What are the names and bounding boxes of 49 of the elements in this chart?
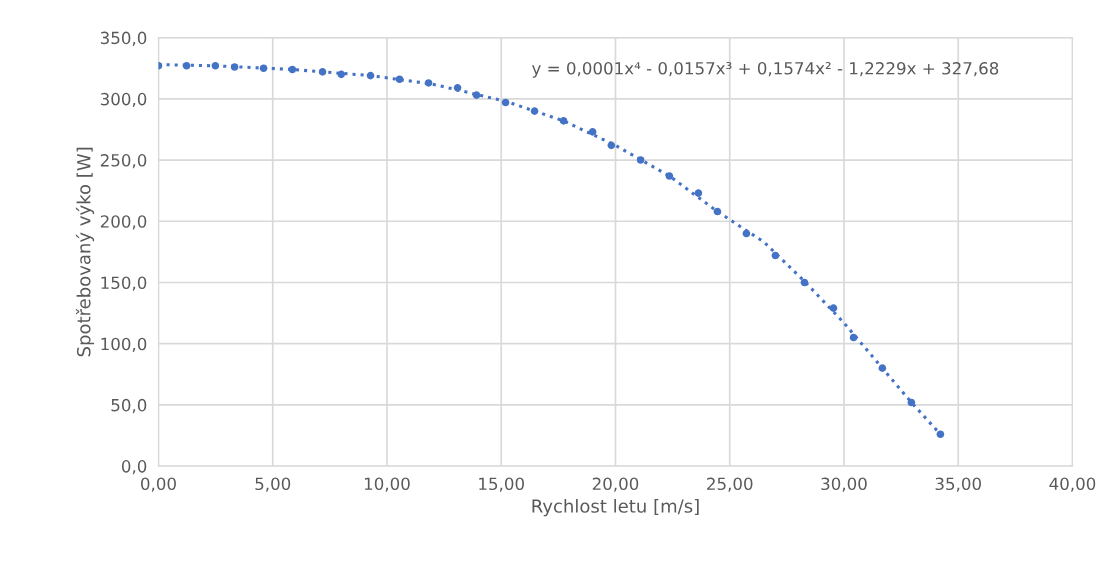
point <box>907 398 916 407</box>
point <box>530 107 539 115</box>
point <box>694 189 703 197</box>
y-tick-label: 0,0 <box>121 460 147 475</box>
point <box>211 61 220 70</box>
y-tick-label: 300,0 <box>100 92 147 108</box>
x-tick-label: 35,00 <box>935 477 981 492</box>
point <box>713 207 722 216</box>
x-tick-label: 40,00 <box>1049 477 1096 492</box>
point <box>366 71 375 80</box>
point <box>878 364 887 372</box>
x-tick-label: 25,00 <box>707 477 753 492</box>
point <box>936 430 945 439</box>
y-tick-label: 50,0 <box>111 398 147 414</box>
x-tick-label: 10,00 <box>364 477 410 492</box>
point <box>182 61 191 70</box>
point <box>259 64 268 73</box>
point <box>742 229 751 238</box>
point <box>395 75 404 84</box>
x-tick-label: 15,00 <box>479 477 524 492</box>
x-tick-label: 0,00 <box>141 477 176 492</box>
point <box>829 304 838 312</box>
point <box>665 172 674 180</box>
point <box>588 128 597 136</box>
x-axis-title: Rychlost letu [m/s] <box>532 498 699 517</box>
point <box>559 117 568 125</box>
point <box>501 98 510 107</box>
point <box>800 278 809 287</box>
point <box>849 333 858 342</box>
point <box>424 79 433 87</box>
x-tick-label: 5,00 <box>255 477 291 492</box>
point <box>607 141 616 150</box>
y-tick-label: 350,0 <box>100 31 147 46</box>
y-tick-label: 200,0 <box>100 215 147 230</box>
annotation: y = 0,0001x⁴ - 0,0157x³ + 0,1574x² - 1,2229x + 327,68 <box>532 62 999 78</box>
y-tick-label: 100,0 <box>101 337 147 352</box>
point <box>472 91 481 99</box>
point <box>771 251 780 260</box>
y-axis-title: Spotřebovaný výko [W] <box>75 147 95 357</box>
x-tick-label: 30,00 <box>821 477 867 492</box>
point <box>230 63 239 71</box>
y-tick-label: 150,0 <box>101 276 147 291</box>
point <box>288 65 297 74</box>
point <box>453 84 462 92</box>
x-tick-label: 20,00 <box>592 477 639 492</box>
point <box>337 70 346 79</box>
point <box>636 156 645 164</box>
point <box>318 68 327 76</box>
y-tick-label: 250,0 <box>100 154 147 169</box>
